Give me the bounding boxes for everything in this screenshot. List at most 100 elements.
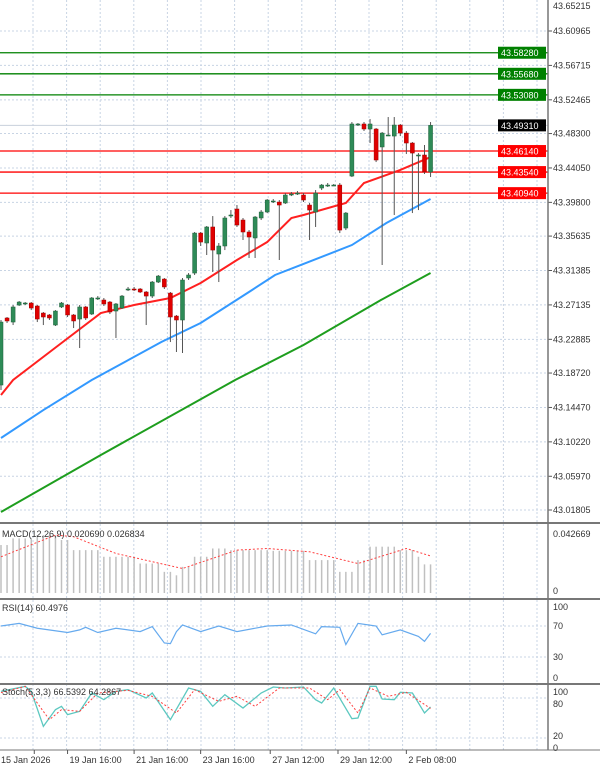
grid (0, 0, 548, 750)
bearish-candle (131, 288, 137, 291)
support-level-label: 43.43540 (501, 168, 539, 178)
time-tick-label: 21 Jan 16:00 (136, 755, 188, 765)
bullish-candle (53, 310, 58, 326)
bullish-candle (22, 302, 28, 305)
price-tick-label: 43.44050 (553, 163, 591, 173)
resistance-level-label: 43.53080 (501, 90, 539, 100)
rsi-tick-label: 70 (553, 621, 563, 631)
bullish-candle (252, 216, 258, 239)
bullish-candle (216, 245, 222, 255)
bullish-candle (10, 306, 16, 323)
current-price-box (498, 119, 546, 132)
rsi-tick-label: 30 (553, 652, 563, 662)
bullish-candle (150, 281, 155, 297)
bullish-candle (89, 297, 94, 315)
bullish-candle (186, 274, 191, 279)
bullish-candle (264, 199, 270, 213)
bearish-candle (47, 314, 52, 319)
price-tick-label: 43.18720 (553, 368, 591, 378)
bullish-candle (367, 123, 373, 130)
bearish-candle (210, 226, 215, 251)
price-tick-label: 43.22885 (553, 334, 591, 344)
bullish-candle (77, 306, 82, 320)
bearish-candle (35, 305, 40, 320)
bearish-candle (198, 232, 203, 243)
bullish-candle (95, 297, 101, 300)
current-price-label: 43.49310 (501, 121, 539, 131)
bullish-candle (379, 132, 385, 148)
price-tick-label: 43.48300 (553, 129, 591, 139)
support-level-label: 43.40940 (501, 189, 539, 199)
support-level-label: 43.46140 (501, 147, 539, 157)
bullish-candle (192, 232, 197, 274)
bearish-candle (162, 278, 167, 288)
time-tick-label: 15 Jan 2026 (1, 755, 51, 765)
bullish-candle (222, 217, 228, 247)
price-tick-label: 43.35635 (553, 231, 591, 241)
bullish-candle (355, 123, 361, 126)
bearish-candle (71, 314, 76, 322)
stoch-label: Stoch(5,3,3) 66.5392 64.2867 (2, 687, 121, 697)
bullish-candle (119, 295, 125, 309)
rsi-tick-label: 0 (553, 673, 558, 683)
stoch-panel[interactable]: Stoch(5,3,3) 66.5392 64.2867 (0, 685, 548, 739)
price-tick-label: 43.31385 (553, 266, 591, 276)
bullish-candle (331, 184, 336, 187)
price-tick-label: 43.60965 (553, 26, 591, 36)
macd-panel[interactable]: MACD(12,26,9) 0.020690 0.026834 (0, 529, 432, 593)
stoch-tick-label: 20 (553, 731, 563, 741)
bearish-candle (107, 301, 113, 313)
rsi-tick-label: 100 (553, 602, 568, 612)
bearish-candle (404, 132, 409, 144)
bearish-candle (174, 315, 179, 321)
price-tick-label: 43.56715 (553, 60, 591, 70)
bearish-candle (137, 288, 143, 293)
macd-scale-zero: 0 (553, 586, 558, 596)
bullish-candle (180, 279, 185, 321)
resistance-level-box (498, 67, 546, 80)
bullish-candle (289, 193, 294, 196)
bullish-candle (313, 192, 318, 213)
price-tick-label: 43.52465 (553, 95, 591, 105)
bullish-candle (59, 302, 64, 308)
bullish-candle (0, 321, 4, 386)
bullish-candle (428, 125, 433, 173)
bullish-candle (228, 214, 234, 217)
rsi-panel[interactable]: RSI(14) 60.4976 (0, 603, 548, 658)
stoch-signal-line (0, 685, 431, 721)
bullish-candle (392, 124, 397, 137)
price-tick-label: 43.65215 (553, 1, 591, 11)
bearish-candle (410, 142, 415, 154)
resistance-level-box (498, 88, 546, 101)
bullish-candle (349, 123, 355, 177)
time-tick-label: 29 Jan 12:00 (340, 755, 392, 765)
bearish-candle (234, 208, 240, 226)
bearish-candle (307, 204, 312, 211)
moving-average-line (0, 272, 432, 513)
bullish-candle (271, 200, 276, 203)
time-tick-label: 19 Jan 16:00 (70, 755, 122, 765)
price-tick-label: 43.39800 (553, 197, 591, 207)
bullish-candle (125, 288, 131, 291)
bearish-candle (398, 124, 403, 134)
bearish-candle (337, 184, 343, 231)
bearish-candle (373, 128, 379, 161)
price-panel[interactable] (0, 52, 548, 513)
stoch-tick-label: 0 (553, 743, 558, 753)
moving-average-line (0, 198, 432, 439)
bearish-candle (29, 302, 34, 309)
bearish-candle (65, 304, 70, 316)
bearish-candle (101, 299, 107, 305)
bullish-candle (416, 154, 421, 157)
bearish-candle (41, 312, 46, 318)
price-tick-label: 43.14470 (553, 402, 591, 412)
bullish-candle (16, 301, 22, 306)
price-tick-label: 43.27135 (553, 300, 591, 310)
bearish-candle (240, 219, 246, 233)
bullish-candle (325, 184, 330, 187)
bullish-candle (319, 184, 324, 189)
bullish-candle (295, 192, 300, 195)
bullish-candle (113, 303, 119, 312)
